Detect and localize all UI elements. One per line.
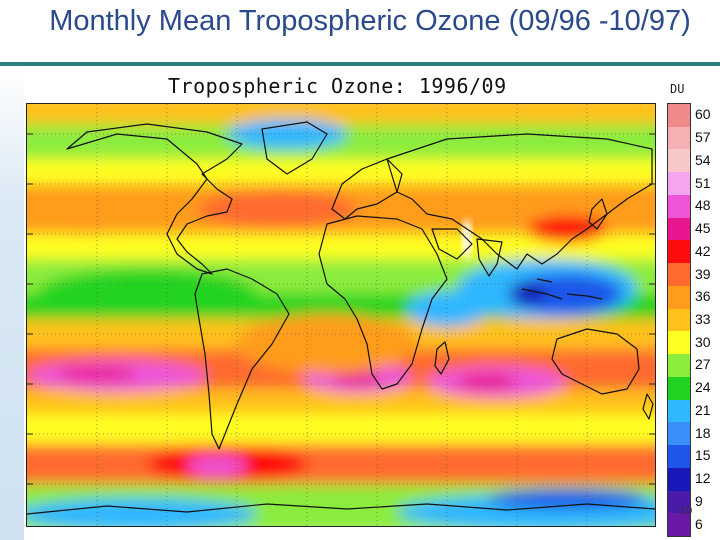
colorbar-label: 45 [695,220,711,237]
slide-title: Monthly Mean Tropospheric Ozone (09/96 -… [49,5,691,37]
ozone-map-svg [27,104,655,526]
coastlines [27,121,655,515]
colorbar-label: 48 [695,197,711,214]
colorbar-swatch [668,399,690,423]
map-title: Tropospheric Ozone: 1996/09 [168,74,507,98]
axis-ticks [27,133,655,485]
colorbar-swatch [668,354,690,378]
colorbar-swatch [668,445,690,469]
colorbar-swatch [668,285,690,310]
colorbar-label: 39 [695,265,711,282]
colorbar-swatch [668,490,690,514]
colorbar-swatch [668,263,690,287]
colorbar-swatch [668,149,690,173]
graticule [27,104,655,526]
slide-left-decor [0,66,24,540]
colorbar-swatch [668,104,690,128]
colorbar-swatch [668,194,690,219]
colorbar-swatch [668,172,690,196]
colorbar-swatch [668,217,690,241]
colorbar-swatch [668,308,690,332]
colorbar [667,103,691,537]
page-number: 10 [680,505,693,517]
colorbar-label: 30 [695,333,711,350]
colorbar-label: 51 [695,174,711,191]
colorbar-swatch [668,331,690,355]
colorbar-label: 27 [695,356,711,373]
colorbar-label: 33 [695,311,711,327]
colorbar-swatch [668,240,690,264]
colorbar-label: 57 [695,129,711,146]
colorbar-label: 54 [695,151,711,168]
colorbar-swatch [668,126,690,150]
colorbar-label: 9 [695,492,703,509]
colorbar-label: 6 [695,515,703,532]
colorbar-label: 12 [695,470,711,487]
colorbar-swatch [668,467,690,492]
title-divider [0,62,720,66]
colorbar-label: 21 [695,401,711,418]
colorbar-label: 36 [695,288,711,305]
ozone-map [26,103,656,527]
colorbar-label: 18 [695,424,711,441]
colorbar-label: 24 [695,379,711,396]
colorbar-swatch [668,376,690,401]
colorbar-label: 15 [695,447,711,464]
colorbar-swatch [668,422,690,446]
colorbar-label: 42 [695,242,711,259]
colorbar-swatch [668,513,690,537]
colorbar-unit: DU [670,82,685,96]
colorbar-label: 60 [695,106,711,123]
ozone-field [27,104,655,526]
